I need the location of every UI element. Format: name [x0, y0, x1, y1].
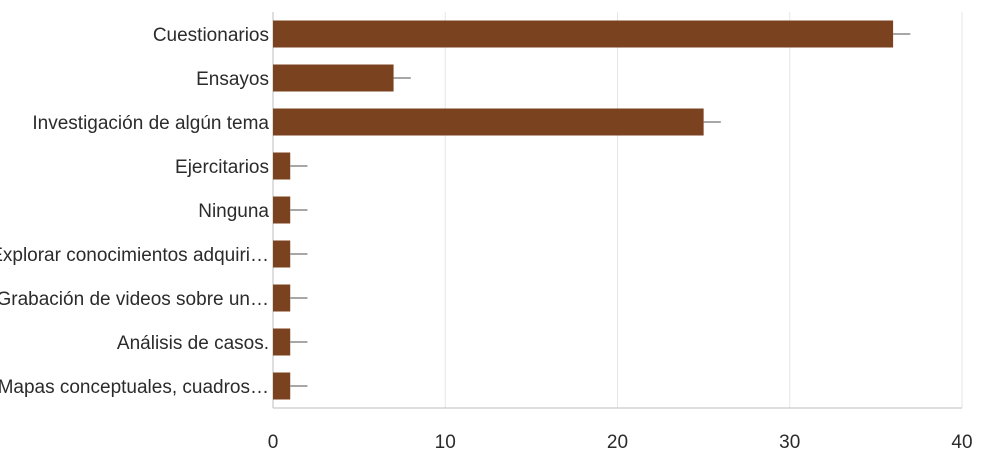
category-label-4: Ejercitarios: [175, 157, 269, 178]
bar-8: [273, 328, 291, 356]
bar-layer: [273, 20, 911, 400]
category-label-7: Grabación de videos sobre un…: [0, 289, 269, 310]
x-tick-label-30: 30: [779, 432, 800, 453]
x-tick-label-0: 0: [268, 432, 279, 453]
bar-1: [273, 20, 894, 48]
bar-4: [273, 152, 291, 180]
bar-3: [273, 108, 704, 136]
bar-6: [273, 240, 291, 268]
category-label-3: Investigación de algún tema: [32, 113, 269, 134]
category-label-1: Cuestionarios: [153, 25, 269, 46]
x-tick-label-10: 10: [435, 432, 456, 453]
category-label-8: Análisis de casos.: [117, 333, 269, 354]
grid-layer: [272, 12, 963, 409]
category-label-layer: Cuestionarios Ensayos Investigación de alg…: [0, 25, 269, 398]
tick-label-layer: 0 10 20 30 40: [268, 432, 973, 453]
bar-9: [273, 372, 291, 400]
category-label-5: Ninguna: [198, 201, 269, 222]
category-label-2: Ensayos: [196, 69, 269, 90]
bar-7: [273, 284, 291, 312]
category-label-6: Explorar conocimientos adquiri…: [0, 245, 269, 266]
x-tick-label-40: 40: [951, 432, 972, 453]
category-label-9: Mapas conceptuales, cuadros…: [0, 377, 269, 398]
bar-2: [273, 64, 394, 92]
x-tick-label-20: 20: [607, 432, 628, 453]
bar-5: [273, 196, 291, 224]
